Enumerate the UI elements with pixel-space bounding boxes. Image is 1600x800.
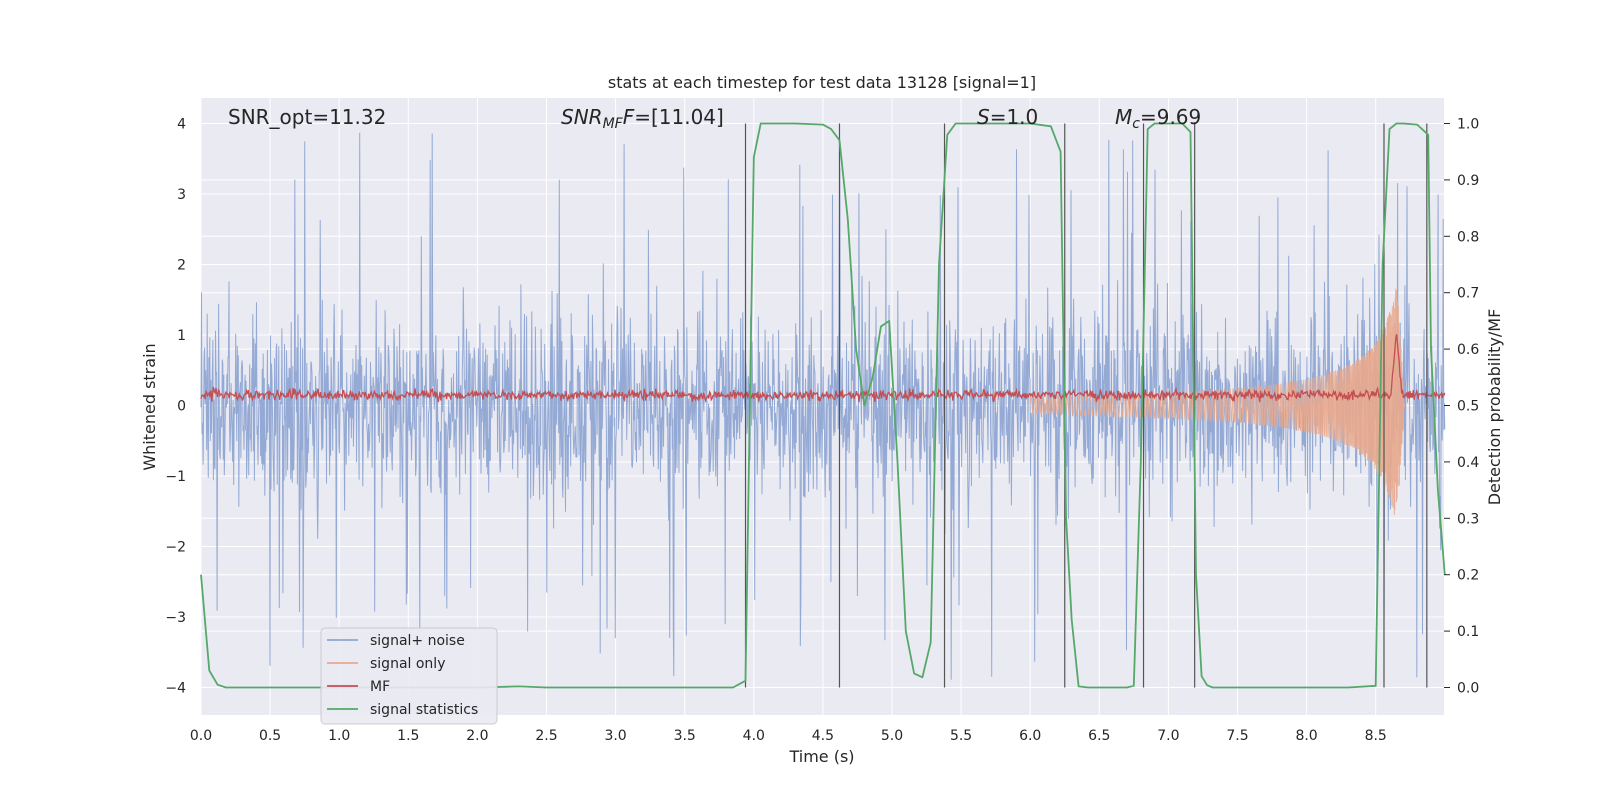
x-tick-label: 5.5 [950, 728, 972, 744]
x-tick-labels: 0.0 0.5 1.0 1.5 2.0 2.5 3.0 3.5 4.0 4.5 5.0 5.5 6.0 6… [190, 728, 1387, 744]
x-tick-label: 5.0 [881, 728, 903, 744]
series-signal-only [1029, 288, 1406, 515]
y-right-tick-label: 0.0 [1457, 681, 1479, 697]
x-tick-label: 1.0 [328, 728, 350, 744]
y-left-tick-label: 4 [177, 117, 186, 133]
x-tick-label: 8.5 [1365, 728, 1387, 744]
x-tick-label: 6.0 [1019, 728, 1041, 744]
y-left-tick-label: −3 [165, 610, 186, 626]
y-right-tick-label: 0.7 [1457, 286, 1479, 302]
x-tick-label: 4.0 [743, 728, 765, 744]
x-tick-label: 4.5 [812, 728, 834, 744]
mf-line [200, 334, 1446, 403]
y-left-tick-label: 3 [177, 187, 186, 203]
signal-noise-line [200, 132, 1446, 680]
x-tick-label: 0.5 [259, 728, 281, 744]
y-left-tick-label: −4 [165, 681, 186, 697]
y-right-tick-label: 0.3 [1457, 511, 1479, 527]
series-mf [200, 334, 1446, 403]
annotation-s: S=1.0 [977, 105, 1038, 129]
y-right-tick-label: 1.0 [1457, 117, 1479, 133]
y-left-tick-labels: 4 3 2 1 0 −1 −2 −3 −4 [165, 117, 186, 697]
x-tick-label: 2.0 [466, 728, 488, 744]
x-tick-label: 3.0 [604, 728, 626, 744]
y-right-tick-label: 0.5 [1457, 399, 1479, 415]
y-right-tick-label: 0.6 [1457, 342, 1479, 358]
y-right-tick-label: 0.1 [1457, 624, 1479, 640]
x-tick-label: 6.5 [1088, 728, 1110, 744]
legend-label-signal-statistics: signal statistics [370, 702, 478, 718]
legend-label-signal-only: signal only [370, 656, 445, 672]
annotation-mc: Mc=9.69 [1115, 105, 1201, 132]
legend-frame [320, 627, 498, 725]
y-left-tick-label: 1 [177, 328, 186, 344]
x-tick-label: 0.0 [190, 728, 212, 744]
y-left-tick-label: 0 [177, 399, 186, 415]
x-axis-label: Time (s) [788, 747, 854, 766]
x-tick-label: 7.0 [1157, 728, 1179, 744]
series-signal-noise [200, 132, 1446, 680]
signal-statistics-line [200, 122, 1446, 689]
legend-label-mf: MF [370, 679, 390, 695]
y-right-tick-label: 0.4 [1457, 455, 1479, 471]
y-left-tick-label: −2 [165, 540, 186, 556]
y-right-tick-label: 0.2 [1457, 568, 1479, 584]
annotation-snr-opt: SNR_opt=11.32 [228, 105, 386, 129]
y-right-tick-label: 0.9 [1457, 173, 1479, 189]
x-tick-label: 7.5 [1226, 728, 1248, 744]
x-tick-label: 2.5 [535, 728, 557, 744]
y-right-tick-labels: 1.0 0.9 0.8 0.7 0.6 0.5 0.4 0.3 0.2 0.1 0.0 [1444, 117, 1479, 697]
x-tick-label: 8.0 [1295, 728, 1317, 744]
y-left-tick-label: −1 [165, 469, 186, 485]
y-right-tick-label: 0.8 [1457, 229, 1479, 245]
y-left-axis-label: Whitened strain [140, 343, 159, 470]
legend-label-signal-noise: signal+ noise [370, 633, 465, 649]
chart-title: stats at each timestep for test data 131… [608, 73, 1036, 92]
x-tick-label: 1.5 [397, 728, 419, 744]
series-signal-statistics [200, 122, 1446, 689]
annotation-snr-mf: SNRMFF=[11.04] [561, 105, 724, 132]
x-tick-label: 3.5 [674, 728, 696, 744]
y-left-tick-label: 2 [177, 258, 186, 274]
y-right-axis-label: Detection probability/MF [1485, 309, 1504, 506]
legend: signal+ noise signal only MF signal stat… [320, 627, 498, 725]
signal-only-line [1029, 288, 1406, 515]
